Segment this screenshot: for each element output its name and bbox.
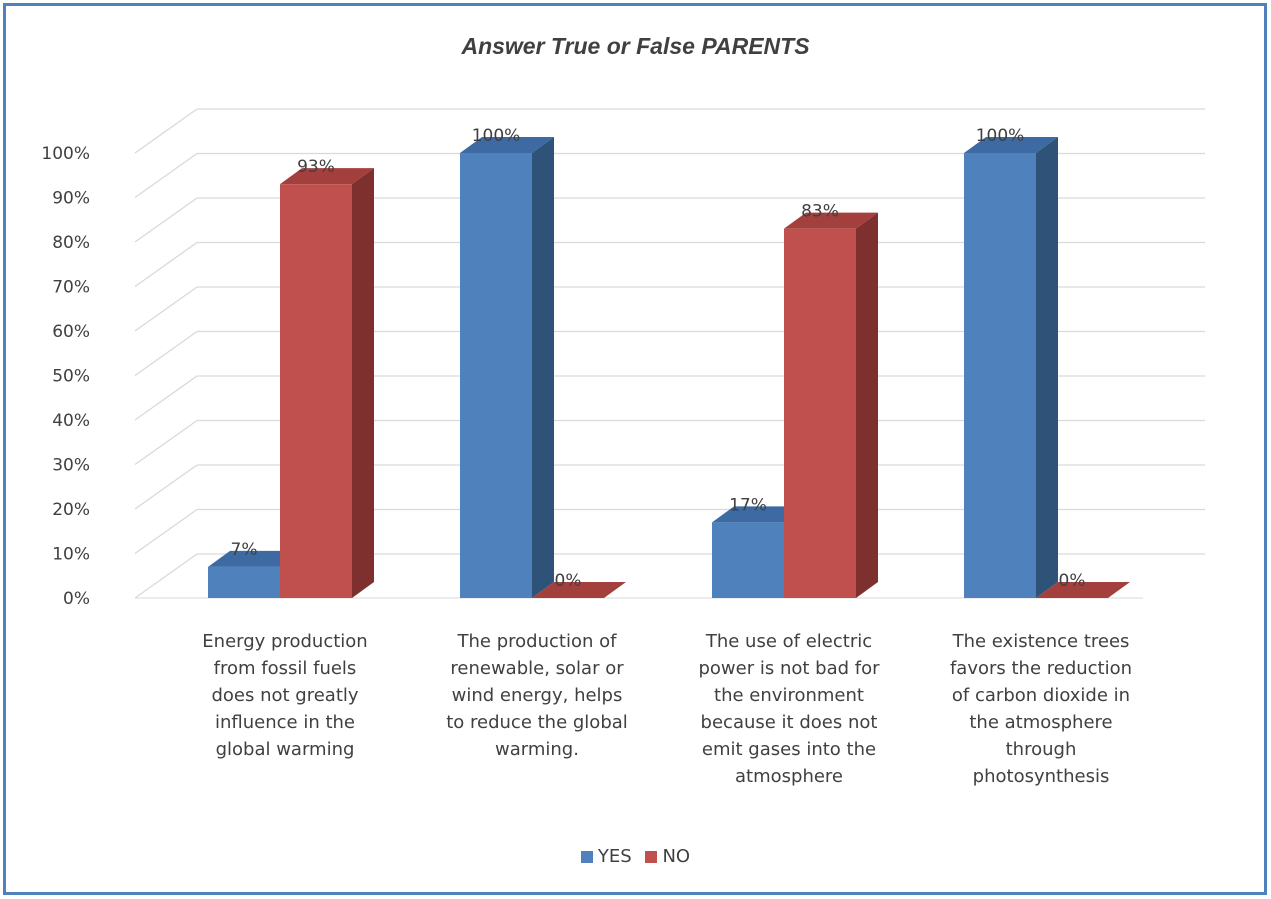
legend-label-no: NO: [662, 846, 691, 867]
category-label-line: favors the reduction: [949, 658, 1133, 679]
data-label-no: 93%: [297, 157, 335, 177]
category-label-line: influence in the: [214, 712, 355, 733]
legend-item-yes: YES: [580, 846, 632, 867]
gridline-diagonal: [134, 419, 198, 466]
bar-yes-side: [532, 137, 554, 598]
bar-yes-top: [712, 506, 806, 523]
category-label-line: The existence trees: [952, 631, 1130, 652]
y-tick-label: 10%: [52, 545, 90, 565]
category-label-line: to reduce the global: [446, 712, 628, 733]
category-label: The use of electric power is not bad for t…: [689, 628, 889, 790]
category-label: Energy production from fossil fuels does n…: [185, 628, 385, 763]
data-label-no: 83%: [801, 202, 839, 222]
data-label-yes: 100%: [472, 126, 521, 146]
y-tick-label: 30%: [52, 456, 90, 476]
category-label-line: the atmosphere: [969, 712, 1113, 733]
category-label-line: renewable, solar or: [450, 658, 624, 679]
gridline-diagonal: [134, 330, 198, 377]
y-tick-label: 100%: [41, 144, 90, 164]
y-tick-label: 50%: [52, 367, 90, 387]
bar-yes: [208, 566, 280, 598]
category-label-line: through: [1005, 739, 1077, 760]
category-label-line: wind energy, helps: [451, 685, 623, 706]
y-tick-label: 80%: [52, 233, 90, 253]
legend-swatch-yes: [580, 850, 593, 863]
gridline-diagonal: [134, 241, 198, 288]
bar-no-top: [784, 212, 878, 229]
category-label-line: atmosphere: [735, 766, 843, 787]
category-label: The production of renewable, solar or wind…: [437, 628, 637, 763]
chart-title: Answer True or False PARENTS: [461, 33, 810, 59]
y-tick-label: 40%: [52, 411, 90, 431]
bar-yes-side: [1036, 137, 1058, 598]
bar-yes: [712, 522, 784, 598]
category-label-line: power is not bad for: [698, 658, 880, 679]
category-label: The existence trees favors the reduction o…: [941, 628, 1141, 790]
bar-yes: [460, 153, 532, 598]
gridline-diagonal: [134, 152, 198, 199]
category-label-line: does not greatly: [211, 685, 359, 706]
category-label-line: warming.: [495, 739, 579, 760]
bar-no-top: [532, 582, 626, 598]
data-label-yes: 7%: [231, 540, 258, 560]
legend-item-no: NO: [645, 846, 690, 867]
legend-label-yes: YES: [597, 846, 632, 867]
category-label-line: because it does not: [700, 712, 878, 733]
gridline-diagonal: [134, 108, 198, 154]
gridline-diagonal: [134, 553, 198, 599]
category-label-line: of carbon dioxide in: [951, 685, 1131, 706]
bar-yes-top: [964, 137, 1058, 153]
legend: YES NO: [0, 846, 1271, 868]
y-tick-label: 0%: [63, 589, 90, 609]
bar-no: [784, 228, 856, 598]
category-label-line: from fossil fuels: [213, 658, 357, 679]
bar-no-top: [280, 168, 374, 185]
category-label-line: The production of: [457, 631, 617, 652]
category-label-line: The use of electric: [705, 631, 873, 652]
legend-swatch-no: [645, 850, 658, 863]
data-label-no: 0%: [555, 571, 582, 591]
data-label-no: 0%: [1059, 571, 1086, 591]
bar-yes-top: [460, 137, 554, 153]
bar-no-side: [352, 168, 374, 598]
y-tick-label: 20%: [52, 500, 90, 520]
category-label-line: photosynthesis: [972, 766, 1110, 787]
gridline-diagonal: [134, 464, 198, 510]
y-tick-label: 70%: [52, 278, 90, 298]
bar-no-top: [1036, 582, 1130, 598]
y-tick-label: 60%: [52, 322, 90, 342]
category-label-line: global warming: [215, 739, 355, 760]
bar-yes: [964, 153, 1036, 598]
data-label-yes: 100%: [976, 126, 1025, 146]
gridline-diagonal: [134, 286, 198, 332]
gridline-diagonal: [134, 375, 198, 421]
bar-no: [280, 184, 352, 598]
category-label-line: the environment: [714, 685, 864, 706]
category-label-line: emit gases into the: [701, 739, 877, 760]
data-label-yes: 17%: [729, 495, 767, 515]
gridline-diagonal: [134, 197, 198, 243]
bar-no-side: [856, 212, 878, 598]
bar-yes-top: [208, 550, 302, 567]
category-label-line: Energy production: [202, 631, 368, 652]
y-tick-label: 90%: [52, 189, 90, 209]
gridline-diagonal: [134, 508, 198, 555]
